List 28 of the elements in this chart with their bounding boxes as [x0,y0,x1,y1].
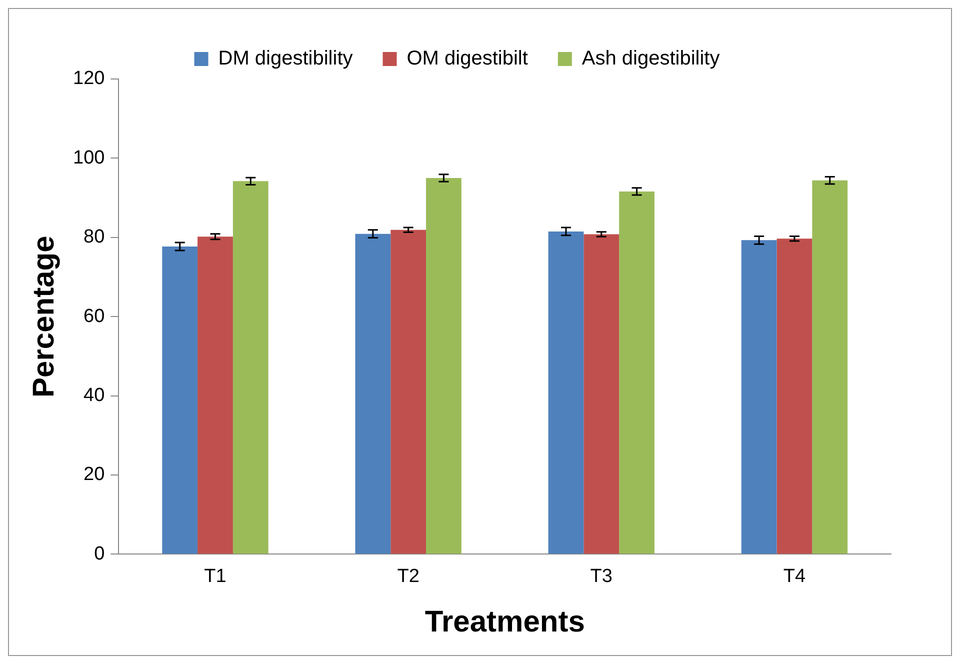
bar [619,191,654,554]
bar [198,236,233,554]
bar [812,180,848,554]
y-tick-label: 80 [84,226,105,248]
y-tick-label: 100 [73,147,105,168]
x-tick-label: T4 [783,566,806,587]
y-tick-label: 20 [84,464,105,486]
x-tick-label: T1 [204,566,226,587]
y-tick-label: 40 [84,385,105,406]
x-axis-title: Treatments [424,605,585,638]
y-tick-label: 60 [84,306,105,327]
bar [355,234,391,554]
bar [741,240,777,554]
bar [390,230,426,554]
legend-label: Ash digestibility [582,48,720,70]
legend-label: OM digestibilt [406,48,528,70]
bar [232,181,268,554]
y-axis-title: Percentage [27,236,60,398]
y-tick-label: 0 [94,543,105,564]
legend-label: DM digestibility [218,48,353,70]
bar [548,231,584,554]
bar [426,178,462,554]
x-tick-label: T3 [590,566,612,587]
bar [776,238,812,554]
bar [162,246,198,554]
x-tick-label: T2 [397,566,420,587]
bar [584,234,620,554]
y-tick-label: 120 [73,68,105,90]
